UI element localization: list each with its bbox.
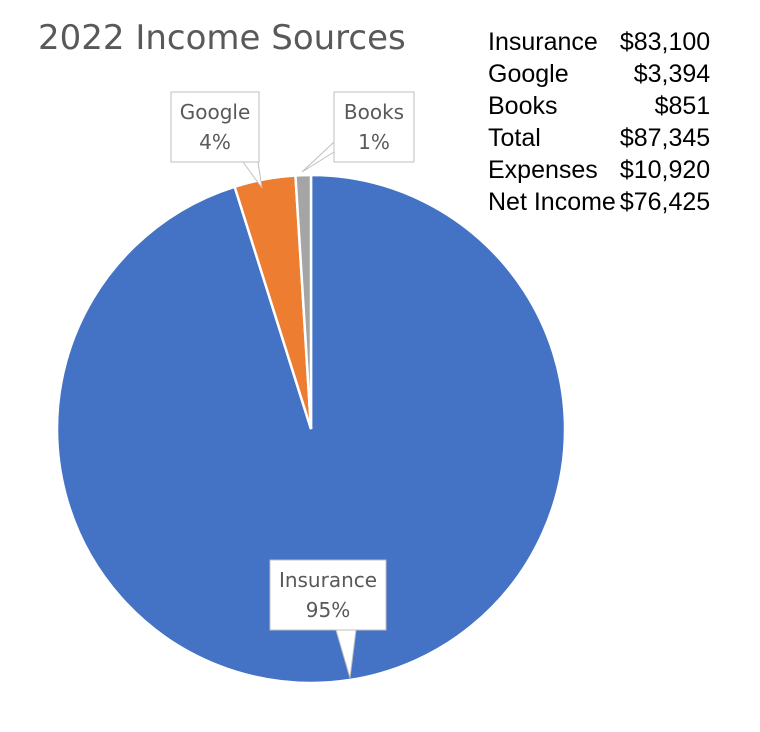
income-summary-table: Insurance $83,100 Google $3,394 Books $8… [488,26,710,218]
summary-label: Net Income [488,188,616,216]
data-label-category: Insurance [279,568,377,592]
summary-row: Insurance $83,100 [488,26,710,58]
callout-box [333,91,415,163]
data-label-category: Google [180,100,251,124]
data-label-percent: 1% [358,130,390,154]
summary-amount: $851 [654,92,711,120]
summary-amount: $10,920 [619,156,711,184]
chart-title: 2022 Income Sources [38,18,406,58]
summary-label: Books [488,92,558,120]
summary-amount: $3,394 [633,60,711,88]
callout-pointer [301,140,335,173]
pie-slice-books [294,173,313,430]
data-label-category: Books [344,100,404,124]
summary-label: Total [488,124,541,152]
data-label-google: Google 4% [170,91,263,189]
data-label-percent: 95% [306,598,350,622]
data-label-percent: 4% [199,130,231,154]
data-label-books: Books 1% [301,91,415,173]
summary-row: Google $3,394 [488,58,710,90]
summary-row: Books $851 [488,90,710,122]
data-label-insurance: Insurance 95% [269,559,387,679]
summary-row: Total $87,345 [488,122,710,154]
summary-row: Expenses $10,920 [488,154,710,186]
summary-label: Google [488,60,569,88]
summary-label: Insurance [488,28,598,56]
summary-amount: $83,100 [619,28,711,56]
summary-amount: $87,345 [619,124,711,152]
callout-box [170,91,260,163]
summary-row: Net Income $76,425 [488,186,710,218]
summary-amount: $76,425 [619,188,711,216]
callout-box [269,559,387,631]
summary-label: Expenses [488,156,598,184]
